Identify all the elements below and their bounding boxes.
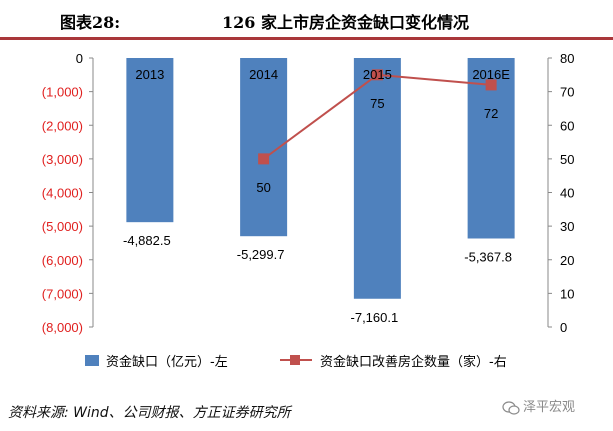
bar xyxy=(126,58,174,223)
data-labels: 2013 -4,882.5 2014 -5,299.7 2015 -7,160.1 2016… xyxy=(123,67,512,325)
category-label: 2013 xyxy=(135,67,164,82)
left-axis-tick-label: 0 xyxy=(76,51,83,66)
left-axis-tick-label: (5,000) xyxy=(42,219,83,234)
legend: 资金缺口（亿元）-左 资金缺口改善房企数量（家）-右 xyxy=(85,354,507,370)
bar-value-label: -7,160.1 xyxy=(351,310,399,325)
right-axis-tick-label: 30 xyxy=(560,219,574,234)
category-label: 2016E xyxy=(472,67,510,82)
left-axis-tick-label: (6,000) xyxy=(42,253,83,268)
right-axis-tick-label: 50 xyxy=(560,152,574,167)
line-value-label: 72 xyxy=(484,106,498,121)
figure-title: 126 家上市房企资金缺口变化情况 xyxy=(222,13,469,32)
line-series xyxy=(258,69,497,165)
figure-header: 图表28: 126 家上市房企资金缺口变化情况 xyxy=(0,0,613,40)
bar-value-label: -5,367.8 xyxy=(464,249,512,264)
right-axis-tick-label: 20 xyxy=(560,253,574,268)
left-axis: 0 (1,000) (2,000) (3,000) (4,000) (5,000) (6,0… xyxy=(42,51,94,335)
left-axis-tick-label: (7,000) xyxy=(42,286,83,301)
line-marker xyxy=(485,79,497,91)
right-axis-tick-label: 70 xyxy=(560,85,574,100)
left-axis-tick-label: (8,000) xyxy=(42,320,83,335)
legend-bar-label: 资金缺口（亿元）-左 xyxy=(106,354,228,370)
right-axis-tick-label: 10 xyxy=(560,286,574,301)
figure-number: 图表28: xyxy=(60,13,121,32)
bar-value-label: -5,299.7 xyxy=(237,247,285,262)
bar-series xyxy=(126,58,515,299)
left-axis-tick-label: (1,000) xyxy=(42,85,83,100)
right-axis-tick-label: 60 xyxy=(560,118,574,133)
right-axis-tick-label: 40 xyxy=(560,186,574,201)
line-marker xyxy=(371,69,383,81)
left-axis-tick-label: (4,000) xyxy=(42,186,83,201)
bar xyxy=(353,58,401,299)
category-label: 2014 xyxy=(249,67,278,82)
line-marker xyxy=(258,153,270,165)
category-label: 2015 xyxy=(363,67,392,82)
legend-line-marker xyxy=(290,355,300,365)
wechat-icon xyxy=(502,400,520,415)
left-axis-tick-label: (3,000) xyxy=(42,152,83,167)
watermark: 泽平宏观 xyxy=(502,396,575,415)
right-axis-tick-label: 0 xyxy=(560,320,567,335)
left-axis-tick-label: (2,000) xyxy=(42,118,83,133)
legend-bar-swatch xyxy=(85,355,99,366)
bar-value-label: -4,882.5 xyxy=(123,233,171,248)
right-axis: 80 70 60 50 40 30 20 10 0 xyxy=(547,51,574,335)
watermark-text: 泽平宏观 xyxy=(523,400,576,415)
line-value-label: 50 xyxy=(256,180,270,195)
legend-line-label: 资金缺口改善房企数量（家）-右 xyxy=(320,354,507,370)
line-value-label: 75 xyxy=(370,96,384,111)
right-axis-tick-label: 80 xyxy=(560,51,574,66)
source-note: 资料来源: Wind、公司财报、方正证券研究所 xyxy=(8,405,291,421)
